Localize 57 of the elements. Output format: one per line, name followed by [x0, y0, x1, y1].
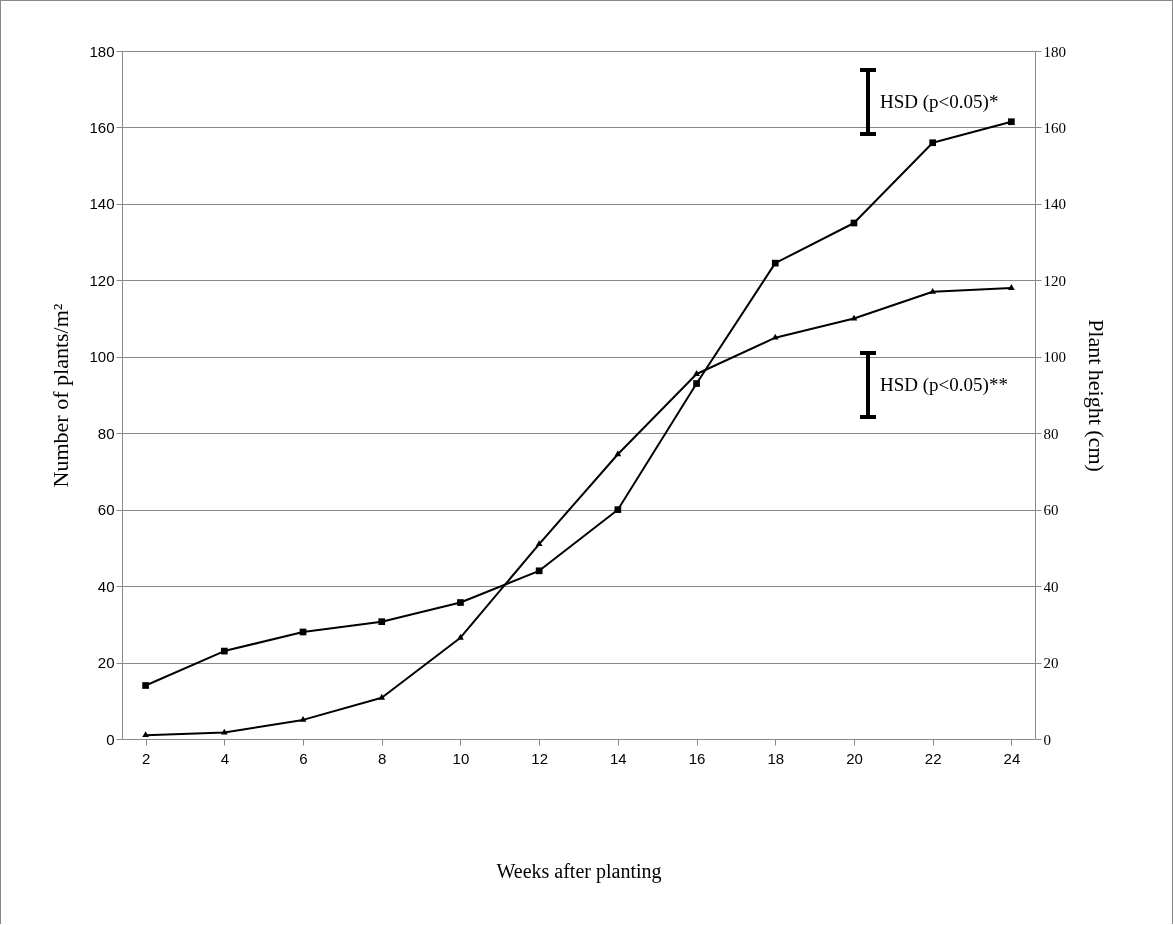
y2-tick-label: 100 — [1043, 349, 1066, 366]
point — [142, 682, 149, 689]
x-tick-label: 18 — [767, 749, 785, 767]
point — [929, 287, 937, 294]
y2-axis-title: Plant height (cm) — [1084, 319, 1109, 472]
x-tick-label: 14 — [610, 749, 627, 767]
x-tick-label: 10 — [452, 749, 470, 767]
x-tick-label: 4 — [220, 749, 229, 767]
y-tick-label: 80 — [97, 424, 115, 442]
annotation: HSD (p<0.05)** — [880, 374, 1008, 396]
x-tick-label: 24 — [1003, 749, 1021, 767]
x-tick-label: 16 — [688, 749, 706, 767]
point — [378, 693, 386, 700]
y-tick-label: 60 — [97, 501, 115, 519]
y-tick-label: 100 — [89, 348, 115, 366]
point — [142, 731, 149, 738]
point — [929, 139, 937, 147]
y-tick-label: 140 — [89, 195, 115, 213]
point — [378, 618, 386, 626]
point — [693, 380, 700, 387]
y-tick-label: 40 — [97, 577, 115, 595]
y-tick-label: 20 — [97, 654, 115, 672]
x-tick-label: 22 — [924, 749, 942, 767]
point — [457, 633, 464, 640]
x-tick-label: 8 — [378, 749, 387, 767]
annotation: HSD (p<0.05)* — [880, 91, 999, 113]
y-axis-title: Number of plants/m² — [48, 303, 74, 488]
x-tick-label: 12 — [531, 749, 548, 767]
y2-tick-label: 60 — [1043, 502, 1059, 519]
point — [457, 599, 464, 606]
y-tick-label: 160 — [89, 118, 115, 136]
y-tick-label: 0 — [106, 730, 115, 748]
x-tick-label: 20 — [846, 749, 863, 767]
point — [299, 716, 307, 722]
y2-tick-label: 80 — [1043, 425, 1059, 442]
point — [1008, 284, 1015, 290]
y2-tick-label: 0 — [1043, 731, 1051, 748]
x-axis-title: Weeks after planting — [496, 859, 662, 883]
point — [693, 370, 700, 376]
y2-tick-label: 120 — [1043, 272, 1066, 289]
y2-tick-label: 20 — [1043, 655, 1059, 672]
y-tick-label: 120 — [89, 271, 115, 289]
y-tick-label: 180 — [89, 42, 115, 60]
x-tick-label: 6 — [299, 749, 308, 767]
y2-tick-label: 160 — [1043, 119, 1066, 136]
point — [1008, 118, 1015, 126]
point — [771, 333, 779, 340]
point — [535, 567, 543, 575]
y2-tick-label: 140 — [1043, 196, 1066, 213]
y2-tick-label: 40 — [1043, 578, 1059, 595]
point — [220, 647, 228, 655]
y2-tick-label: 180 — [1043, 43, 1066, 60]
point — [614, 506, 622, 514]
point — [771, 259, 779, 267]
point — [535, 540, 543, 546]
x-tick-label: 2 — [141, 749, 151, 767]
point — [614, 450, 622, 457]
